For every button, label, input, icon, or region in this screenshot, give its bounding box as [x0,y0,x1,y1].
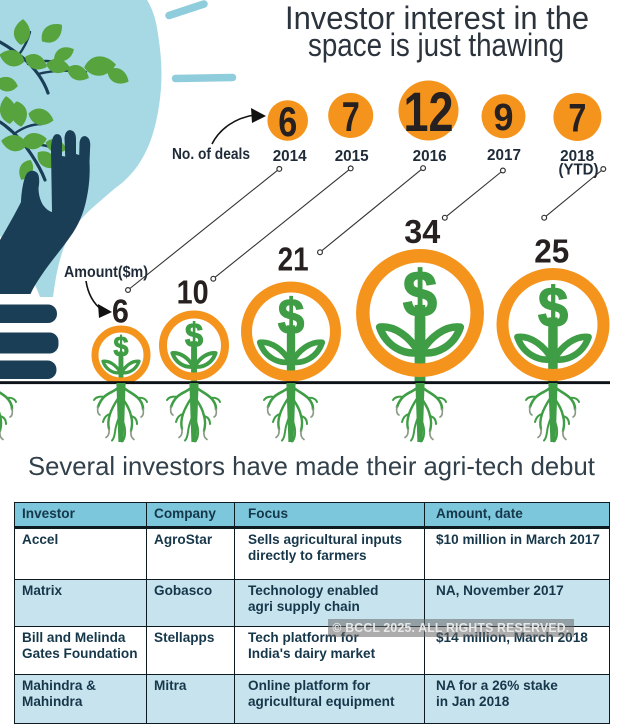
svg-text:2014: 2014 [273,148,307,165]
svg-text:$: $ [185,316,204,355]
svg-text:21: 21 [278,241,309,278]
svg-text:2018: 2018 [560,148,594,165]
svg-text:34: 34 [404,214,440,251]
svg-text:25: 25 [534,234,569,271]
svg-text:7: 7 [342,93,360,140]
svg-text:2015: 2015 [335,148,369,165]
svg-text:No. of deals: No. of deals [172,146,250,163]
svg-text:$: $ [403,259,437,331]
svg-text:10: 10 [177,274,209,311]
svg-text:6: 6 [278,98,297,145]
svg-text:12: 12 [404,80,454,143]
svg-text:Amount($m): Amount($m) [64,264,148,281]
svg-text:2017: 2017 [487,147,521,164]
svg-text:7: 7 [568,97,586,141]
svg-text:6: 6 [112,294,129,331]
svg-text:$: $ [113,331,129,363]
svg-text:$: $ [538,276,568,340]
svg-text:$: $ [278,290,304,345]
svg-text:9: 9 [494,97,514,139]
svg-text:(YTD): (YTD) [559,162,599,179]
svg-text:2016: 2016 [413,148,447,165]
